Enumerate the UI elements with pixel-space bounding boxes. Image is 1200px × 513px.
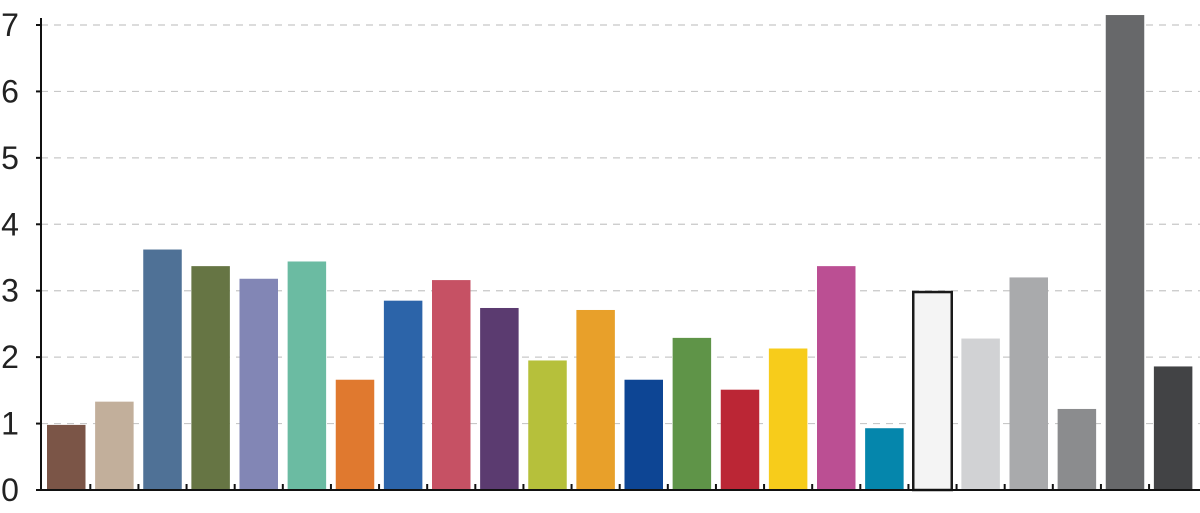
bar-15 [720,389,760,490]
bar-22 [1057,408,1097,490]
bar-9 [432,280,471,490]
bar-8 [383,300,423,490]
bar-2 [95,401,134,490]
bar-12 [576,309,615,490]
bar-19 [912,290,953,492]
y-tick-label-5: 5 [1,140,19,176]
bar-21 [1009,277,1048,490]
bar-14 [672,337,712,490]
y-tick-label-1: 1 [1,406,19,442]
bar-5 [239,278,278,490]
bar-11 [528,360,567,490]
y-tick-label-0: 0 [1,472,19,508]
bar-3 [143,249,182,490]
bar-7 [335,379,375,490]
bar-10 [480,307,519,490]
y-tick-label-2: 2 [1,339,19,375]
y-tick-labels: 0 1 2 3 4 5 6 7 [1,7,19,508]
bar-1 [47,424,86,490]
bar-18 [865,428,904,490]
y-tick-label-6: 6 [1,73,19,109]
bar-6 [287,261,327,490]
bar-23 [1105,15,1145,491]
bar-17 [817,266,856,490]
bar-24 [1153,366,1193,490]
y-tick-label-3: 3 [1,273,19,309]
bar-20 [961,338,1000,490]
bar-13 [624,379,663,490]
y-tick-label-7: 7 [1,7,19,43]
bar-16 [768,348,808,490]
y-tick-label-4: 4 [1,206,19,242]
gridlines [41,24,1200,425]
bars [47,15,1193,492]
axes [36,18,1200,491]
bar-4 [191,266,230,490]
